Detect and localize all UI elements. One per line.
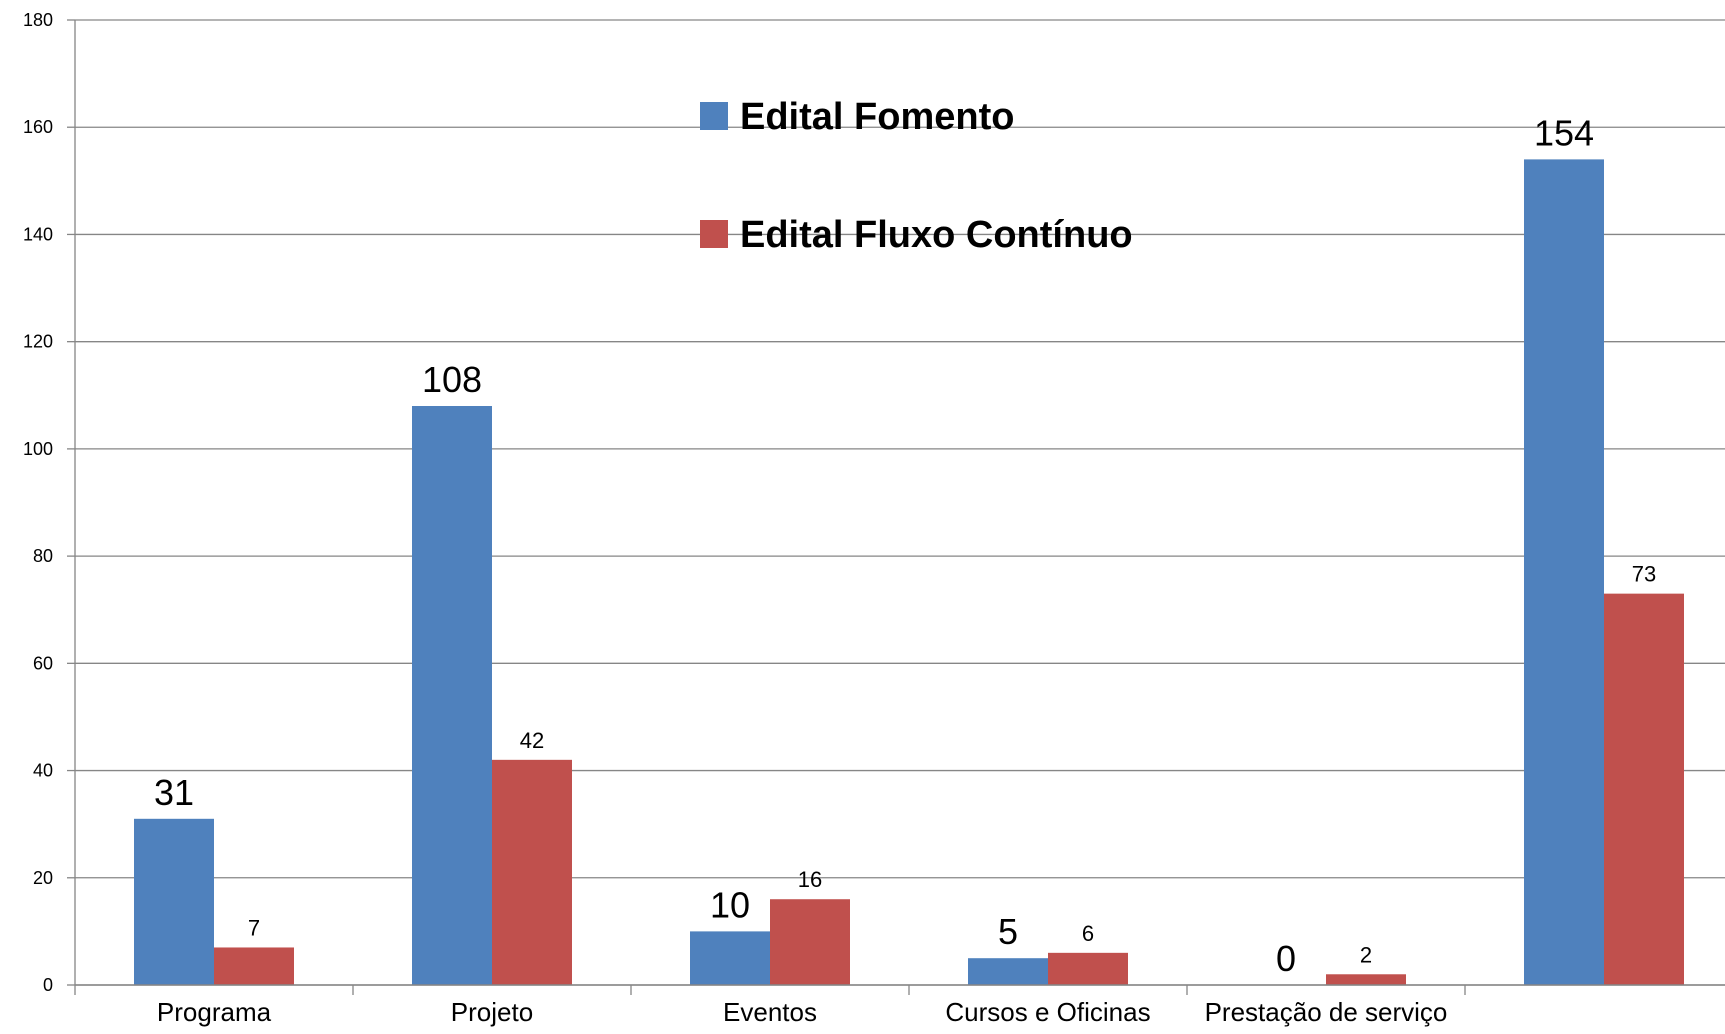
data-label: 42 [520, 728, 544, 753]
bar-edital-fluxo-continuo [1048, 952, 1128, 985]
data-label: 5 [998, 911, 1018, 952]
y-tick-label: 80 [33, 546, 53, 566]
data-labels: 31 7 108 42 10 16 5 6 0 2 154 73 [154, 112, 1656, 979]
y-axis: 0 20 40 60 80 100 120 140 160 180 [23, 10, 76, 995]
data-label: 6 [1082, 921, 1094, 946]
legend-label: Edital Fomento [740, 96, 1014, 138]
bar-edital-fluxo-continuo [492, 759, 572, 985]
data-label: 73 [1632, 562, 1656, 587]
bar-edital-fluxo-continuo [770, 899, 850, 985]
bar-edital-fluxo-continuo [1604, 593, 1684, 985]
y-tick-label: 160 [23, 117, 53, 137]
data-label: 16 [798, 867, 822, 892]
y-tick-label: 120 [23, 332, 53, 352]
data-label: 31 [154, 772, 194, 813]
y-tick-label: 100 [23, 439, 53, 459]
bar-edital-fomento [1524, 159, 1604, 985]
bar-edital-fomento [412, 406, 492, 985]
data-label: 2 [1360, 942, 1372, 967]
bar-edital-fluxo-continuo [214, 947, 294, 985]
x-category-label: Prestação de serviço [1205, 997, 1448, 1027]
bars [134, 159, 1684, 985]
y-tick-label: 60 [33, 653, 53, 673]
x-category-label: Eventos [723, 997, 817, 1027]
y-tick-label: 0 [43, 975, 53, 995]
y-tick-label: 140 [23, 224, 53, 244]
legend: Edital Fomento Edital Fluxo Contínuo [700, 96, 1133, 256]
data-label: 108 [422, 359, 482, 400]
x-category-label: Projeto [451, 997, 533, 1027]
y-tick-label: 180 [23, 10, 53, 30]
data-label: 7 [248, 915, 260, 940]
bar-edital-fomento [690, 931, 770, 985]
data-label: 154 [1534, 112, 1594, 153]
bar-edital-fomento [134, 818, 214, 985]
bar-edital-fomento [968, 958, 1048, 985]
x-category-label: Programa [157, 997, 272, 1027]
legend-label: Edital Fluxo Contínuo [740, 214, 1133, 256]
legend-swatch [700, 220, 728, 248]
data-label: 10 [710, 884, 750, 925]
data-label: 0 [1276, 938, 1296, 979]
legend-swatch [700, 102, 728, 130]
bar-edital-fluxo-continuo [1326, 974, 1406, 985]
y-tick-label: 20 [33, 868, 53, 888]
x-axis: Programa Projeto Eventos Cursos e Oficinas P… [74, 984, 1725, 1027]
x-category-label: Cursos e Oficinas [945, 997, 1150, 1027]
gridlines [75, 19, 1725, 986]
y-tick-label: 40 [33, 761, 53, 781]
